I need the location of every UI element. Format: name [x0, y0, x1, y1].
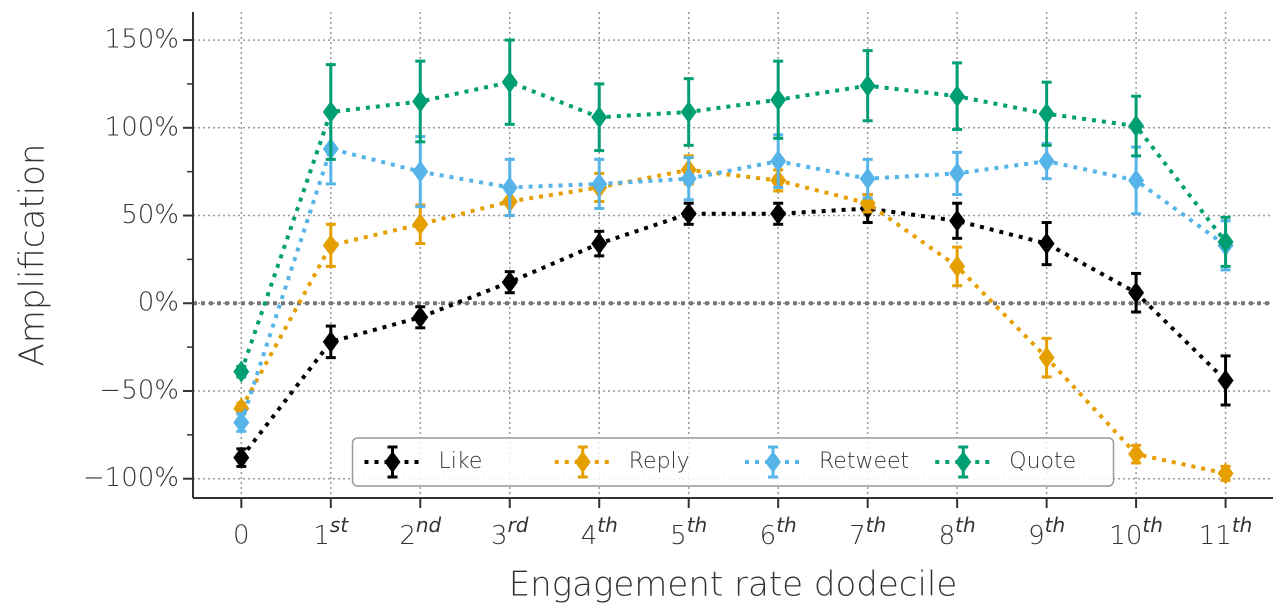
x-tick-label: 11th [1199, 513, 1253, 551]
legend-label: Retweet [819, 449, 909, 474]
marker [322, 234, 339, 257]
x-tick-label: 7th [849, 513, 886, 551]
marker [955, 451, 972, 473]
x-tick-label: 4th [581, 513, 618, 551]
series-line [239, 80, 1228, 373]
legend-label: Reply [629, 449, 690, 474]
y-tick-label: 50% [121, 200, 179, 230]
marker [1038, 232, 1055, 255]
y-tick-label: −100% [83, 463, 179, 493]
marker [1128, 443, 1145, 466]
marker [949, 255, 966, 278]
marker [1038, 346, 1055, 369]
x-tick-label: 2nd [399, 513, 441, 551]
x-tick-label: 9th [1028, 513, 1065, 551]
marker [1217, 230, 1234, 253]
x-tick-label: 6th [760, 513, 797, 551]
marker [859, 167, 876, 190]
legend-label: Quote [1009, 449, 1076, 474]
y-tick-label: 0% [138, 288, 179, 318]
marker [233, 360, 250, 383]
marker [1128, 281, 1145, 304]
marker [1217, 369, 1234, 392]
marker [1217, 462, 1234, 485]
x-tick-label: 0 [233, 521, 250, 551]
marker [859, 74, 876, 97]
marker [233, 446, 250, 469]
marker [770, 150, 787, 173]
x-tick-label: 8th [939, 513, 976, 551]
marker [1038, 150, 1055, 173]
marker [501, 71, 518, 94]
x-tick-label: 10th [1109, 513, 1163, 551]
legend-box [351, 437, 1115, 487]
x-tick-label: 5th [670, 513, 707, 551]
marker [949, 85, 966, 108]
marker [1038, 102, 1055, 125]
marker [322, 101, 339, 124]
marker [1128, 115, 1145, 138]
marker [770, 88, 787, 111]
marker [591, 232, 608, 255]
marker [233, 411, 250, 434]
y-tick-label: 150% [105, 25, 179, 55]
legend-label: Like [439, 449, 483, 474]
marker [591, 172, 608, 195]
marker [680, 167, 697, 190]
marker [949, 162, 966, 185]
marker [412, 90, 429, 113]
series-line [239, 167, 1227, 476]
x-axis-label: Engagement rate dodecile [509, 565, 958, 605]
marker [591, 106, 608, 129]
marker [501, 271, 518, 294]
legend: Like Reply Retweet Quote [351, 437, 1115, 487]
marker [322, 330, 339, 353]
marker [680, 101, 697, 124]
y-tick-label: −50% [99, 375, 179, 405]
marker [412, 306, 429, 329]
marker [412, 160, 429, 183]
marker [1128, 169, 1145, 192]
series-line [239, 146, 1227, 424]
marker [770, 202, 787, 225]
marker [680, 202, 697, 225]
marker [765, 451, 781, 473]
marker [501, 176, 518, 199]
series-line [239, 206, 1227, 459]
y-tick-label: 100% [105, 112, 179, 142]
y-axis-label: Amplification [13, 144, 53, 367]
marker [574, 451, 591, 473]
x-tick-label: 1st [313, 513, 349, 551]
marker [384, 451, 401, 473]
marker [949, 209, 966, 232]
marker [412, 213, 429, 236]
x-tick-label: 3rd [491, 513, 529, 551]
